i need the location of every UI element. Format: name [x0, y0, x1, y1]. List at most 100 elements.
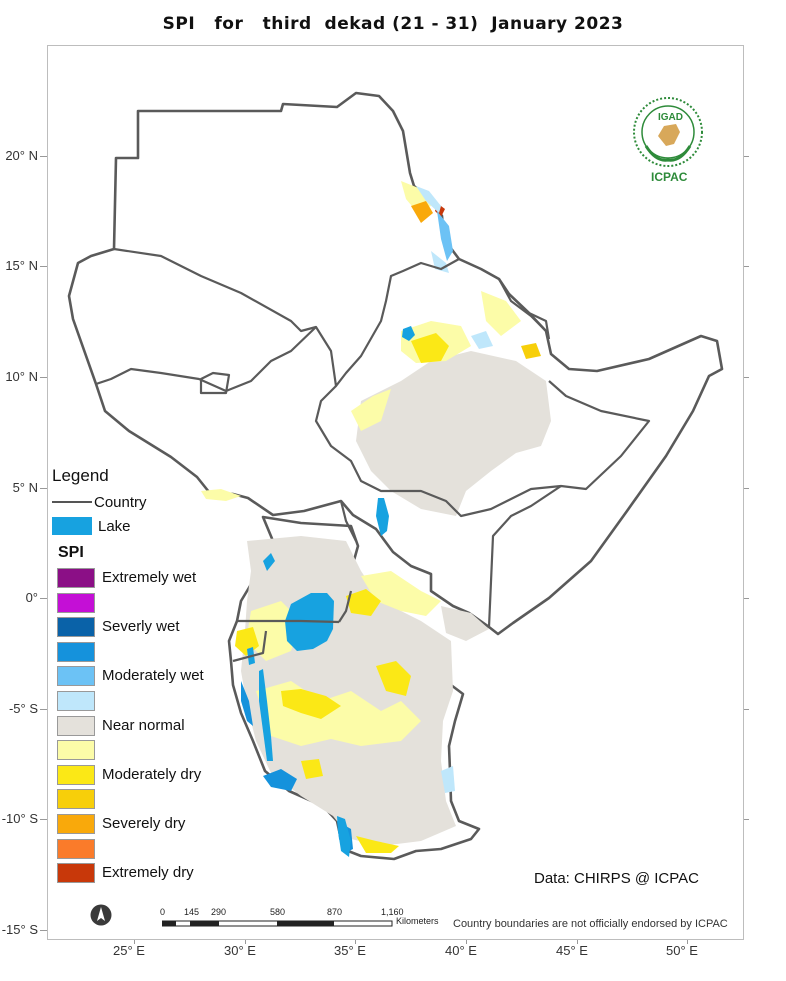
spi-legend-row [52, 837, 252, 862]
legend-country: Country [52, 490, 252, 514]
icpac-logo-icon [633, 97, 703, 167]
lake-swatch [52, 517, 92, 535]
tick [577, 938, 578, 944]
scale-bar [162, 920, 393, 927]
lat-label-15s: -15° S [1, 922, 38, 937]
spi-heading: SPI [58, 544, 84, 561]
lat-label-10n: 10° N [5, 369, 38, 384]
scale-tick-label: 145 [184, 907, 200, 917]
lon-label-25e: 25° E [113, 943, 145, 958]
spi-color-swatch [57, 838, 95, 859]
spi-legend-row [52, 591, 252, 616]
spi-color-swatch [57, 690, 95, 711]
spi-color-swatch [57, 715, 95, 736]
legend-lake: Lake [52, 514, 252, 538]
tick [40, 488, 47, 489]
tick [742, 488, 749, 489]
map-title: SPI for third dekad (21 - 31) January 20… [162, 14, 624, 34]
lat-label-5s: -5° S [8, 701, 38, 716]
tick [134, 938, 135, 944]
tick [742, 819, 749, 820]
lat-label-0: 0° [25, 590, 38, 605]
spi-class-label: Extremely wet [102, 569, 197, 586]
lat-label-20n: 20° N [5, 148, 38, 163]
light-dry-areas [201, 181, 521, 746]
north-arrow-icon [90, 904, 112, 926]
map-frame [47, 45, 744, 940]
legend-heading: Legend [52, 466, 109, 485]
spi-class-label: Moderately dry [102, 765, 202, 783]
legend: Legend Country Lake SPI Extremely wet Sev… [52, 466, 252, 886]
tick [742, 156, 749, 157]
lake-tana [402, 326, 415, 341]
spi-legend-row [52, 787, 252, 812]
lon-label-30e: 30° E [224, 943, 256, 958]
scale-tick-label: 580 [270, 907, 286, 917]
spi-legend-row: Severly wet [52, 615, 252, 640]
lon-label-35e: 35° E [334, 943, 366, 958]
lake-tanganyika [259, 669, 273, 761]
lon-label-50e: 50° E [666, 943, 698, 958]
logo-igad-text: IGAD [658, 112, 683, 123]
moderately-dry-areas [235, 333, 449, 853]
tick [687, 938, 688, 944]
scale-unit: Kilometers [396, 916, 439, 926]
data-credit: Data: CHIRPS @ ICPAC [534, 870, 699, 887]
spi-legend-row [52, 689, 252, 714]
spi-legend-row [52, 738, 252, 763]
tick [245, 938, 246, 944]
spi-color-swatch [57, 813, 95, 834]
spi-legend-row: Severely dry [52, 812, 252, 837]
lon-label-45e: 45° E [556, 943, 588, 958]
scale-tick-label: 0 [160, 907, 166, 917]
tick [40, 156, 47, 157]
tick [742, 709, 749, 710]
spi-color-swatch [57, 666, 95, 687]
lake-malawi [337, 816, 351, 857]
spi-class-label: Moderately wet [102, 667, 204, 685]
tick [742, 377, 749, 378]
spi-class-label: Severely dry [102, 814, 186, 832]
tick [40, 930, 47, 931]
spi-legend-row: Near normal [52, 714, 252, 739]
tick [40, 709, 47, 710]
tick [355, 938, 356, 944]
boundary-disclaimer: Country boundaries are not officially en… [453, 918, 728, 930]
tick [40, 598, 47, 599]
country-line-swatch [52, 501, 92, 503]
scale-tick-label: 1,160 [381, 907, 404, 917]
tick [40, 377, 47, 378]
spi-legend-row: Extremely wet [52, 566, 252, 591]
scale-tick-label: 290 [211, 907, 227, 917]
spi-color-swatch [57, 617, 95, 638]
lat-label-5n: 5° N [12, 480, 38, 495]
spi-class-list: Extremely wet Severly wet Moderately wet Ne… [52, 566, 252, 886]
lon-label-40e: 40° E [445, 943, 477, 958]
spi-legend-row: Moderately wet [52, 664, 252, 689]
lat-label-10s: -10° S [1, 811, 38, 826]
spi-color-swatch [57, 641, 95, 662]
legend-lake-label: Lake [98, 517, 131, 535]
spi-color-swatch [57, 863, 95, 884]
spi-class-label: Near normal [102, 716, 185, 734]
tick [742, 598, 749, 599]
spi-class-label: Extremely dry [102, 864, 194, 882]
logo-icpac-text: ICPAC [651, 170, 688, 184]
spi-legend-row: Extremely dry [52, 861, 252, 886]
wet-areas [241, 186, 493, 853]
spi-legend-row [52, 640, 252, 665]
lake-turkana [376, 498, 389, 536]
spi-legend-row: Moderately dry [52, 763, 252, 788]
spi-color-swatch [57, 568, 95, 588]
lat-label-15n: 15° N [5, 258, 38, 273]
spi-color-swatch [57, 764, 95, 785]
map-canvas [67, 91, 724, 861]
spi-class-label: Severly wet [102, 618, 180, 636]
tick [40, 266, 47, 267]
spi-color-swatch [57, 740, 95, 761]
tick [742, 266, 749, 267]
tick [466, 938, 467, 944]
tick [40, 819, 47, 820]
lake-albert [263, 553, 275, 571]
spi-color-swatch [57, 592, 95, 613]
